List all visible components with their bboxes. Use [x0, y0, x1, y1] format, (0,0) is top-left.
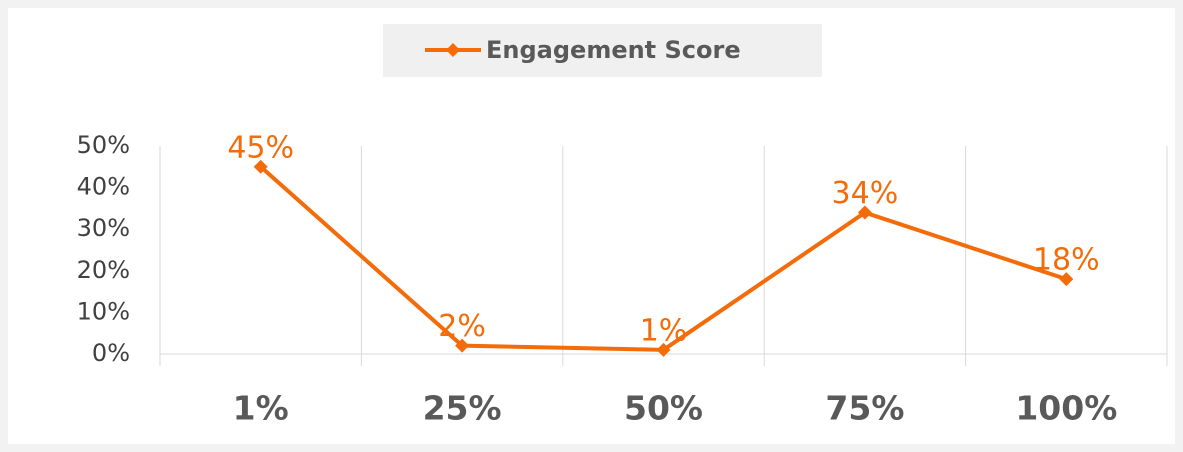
point-marker [253, 159, 268, 174]
chart-panel [8, 8, 1175, 444]
data-label: 34% [832, 176, 899, 211]
y-tick-label: 20% [77, 256, 130, 284]
x-tick-label: 25% [423, 389, 502, 428]
y-tick-label: 30% [77, 214, 130, 242]
data-label: 2% [438, 309, 486, 344]
x-tick-label: 100% [1015, 389, 1117, 428]
x-tick-label: 75% [825, 389, 904, 428]
data-label: 45% [227, 130, 294, 165]
x-tick-label: 50% [624, 389, 703, 428]
data-label: 1% [640, 313, 688, 348]
legend-label: Engagement Score [486, 36, 741, 64]
point-marker [1059, 272, 1074, 287]
y-tick-label: 0% [92, 339, 130, 367]
y-tick-label: 40% [77, 173, 130, 201]
y-tick-label: 50% [77, 131, 130, 159]
point-marker [656, 342, 671, 357]
legend-marker [446, 43, 460, 57]
x-tick-label: 1% [233, 389, 289, 428]
y-tick-label: 10% [77, 297, 130, 325]
data-label: 18% [1033, 243, 1100, 278]
point-marker [455, 338, 470, 353]
point-marker [857, 205, 872, 220]
